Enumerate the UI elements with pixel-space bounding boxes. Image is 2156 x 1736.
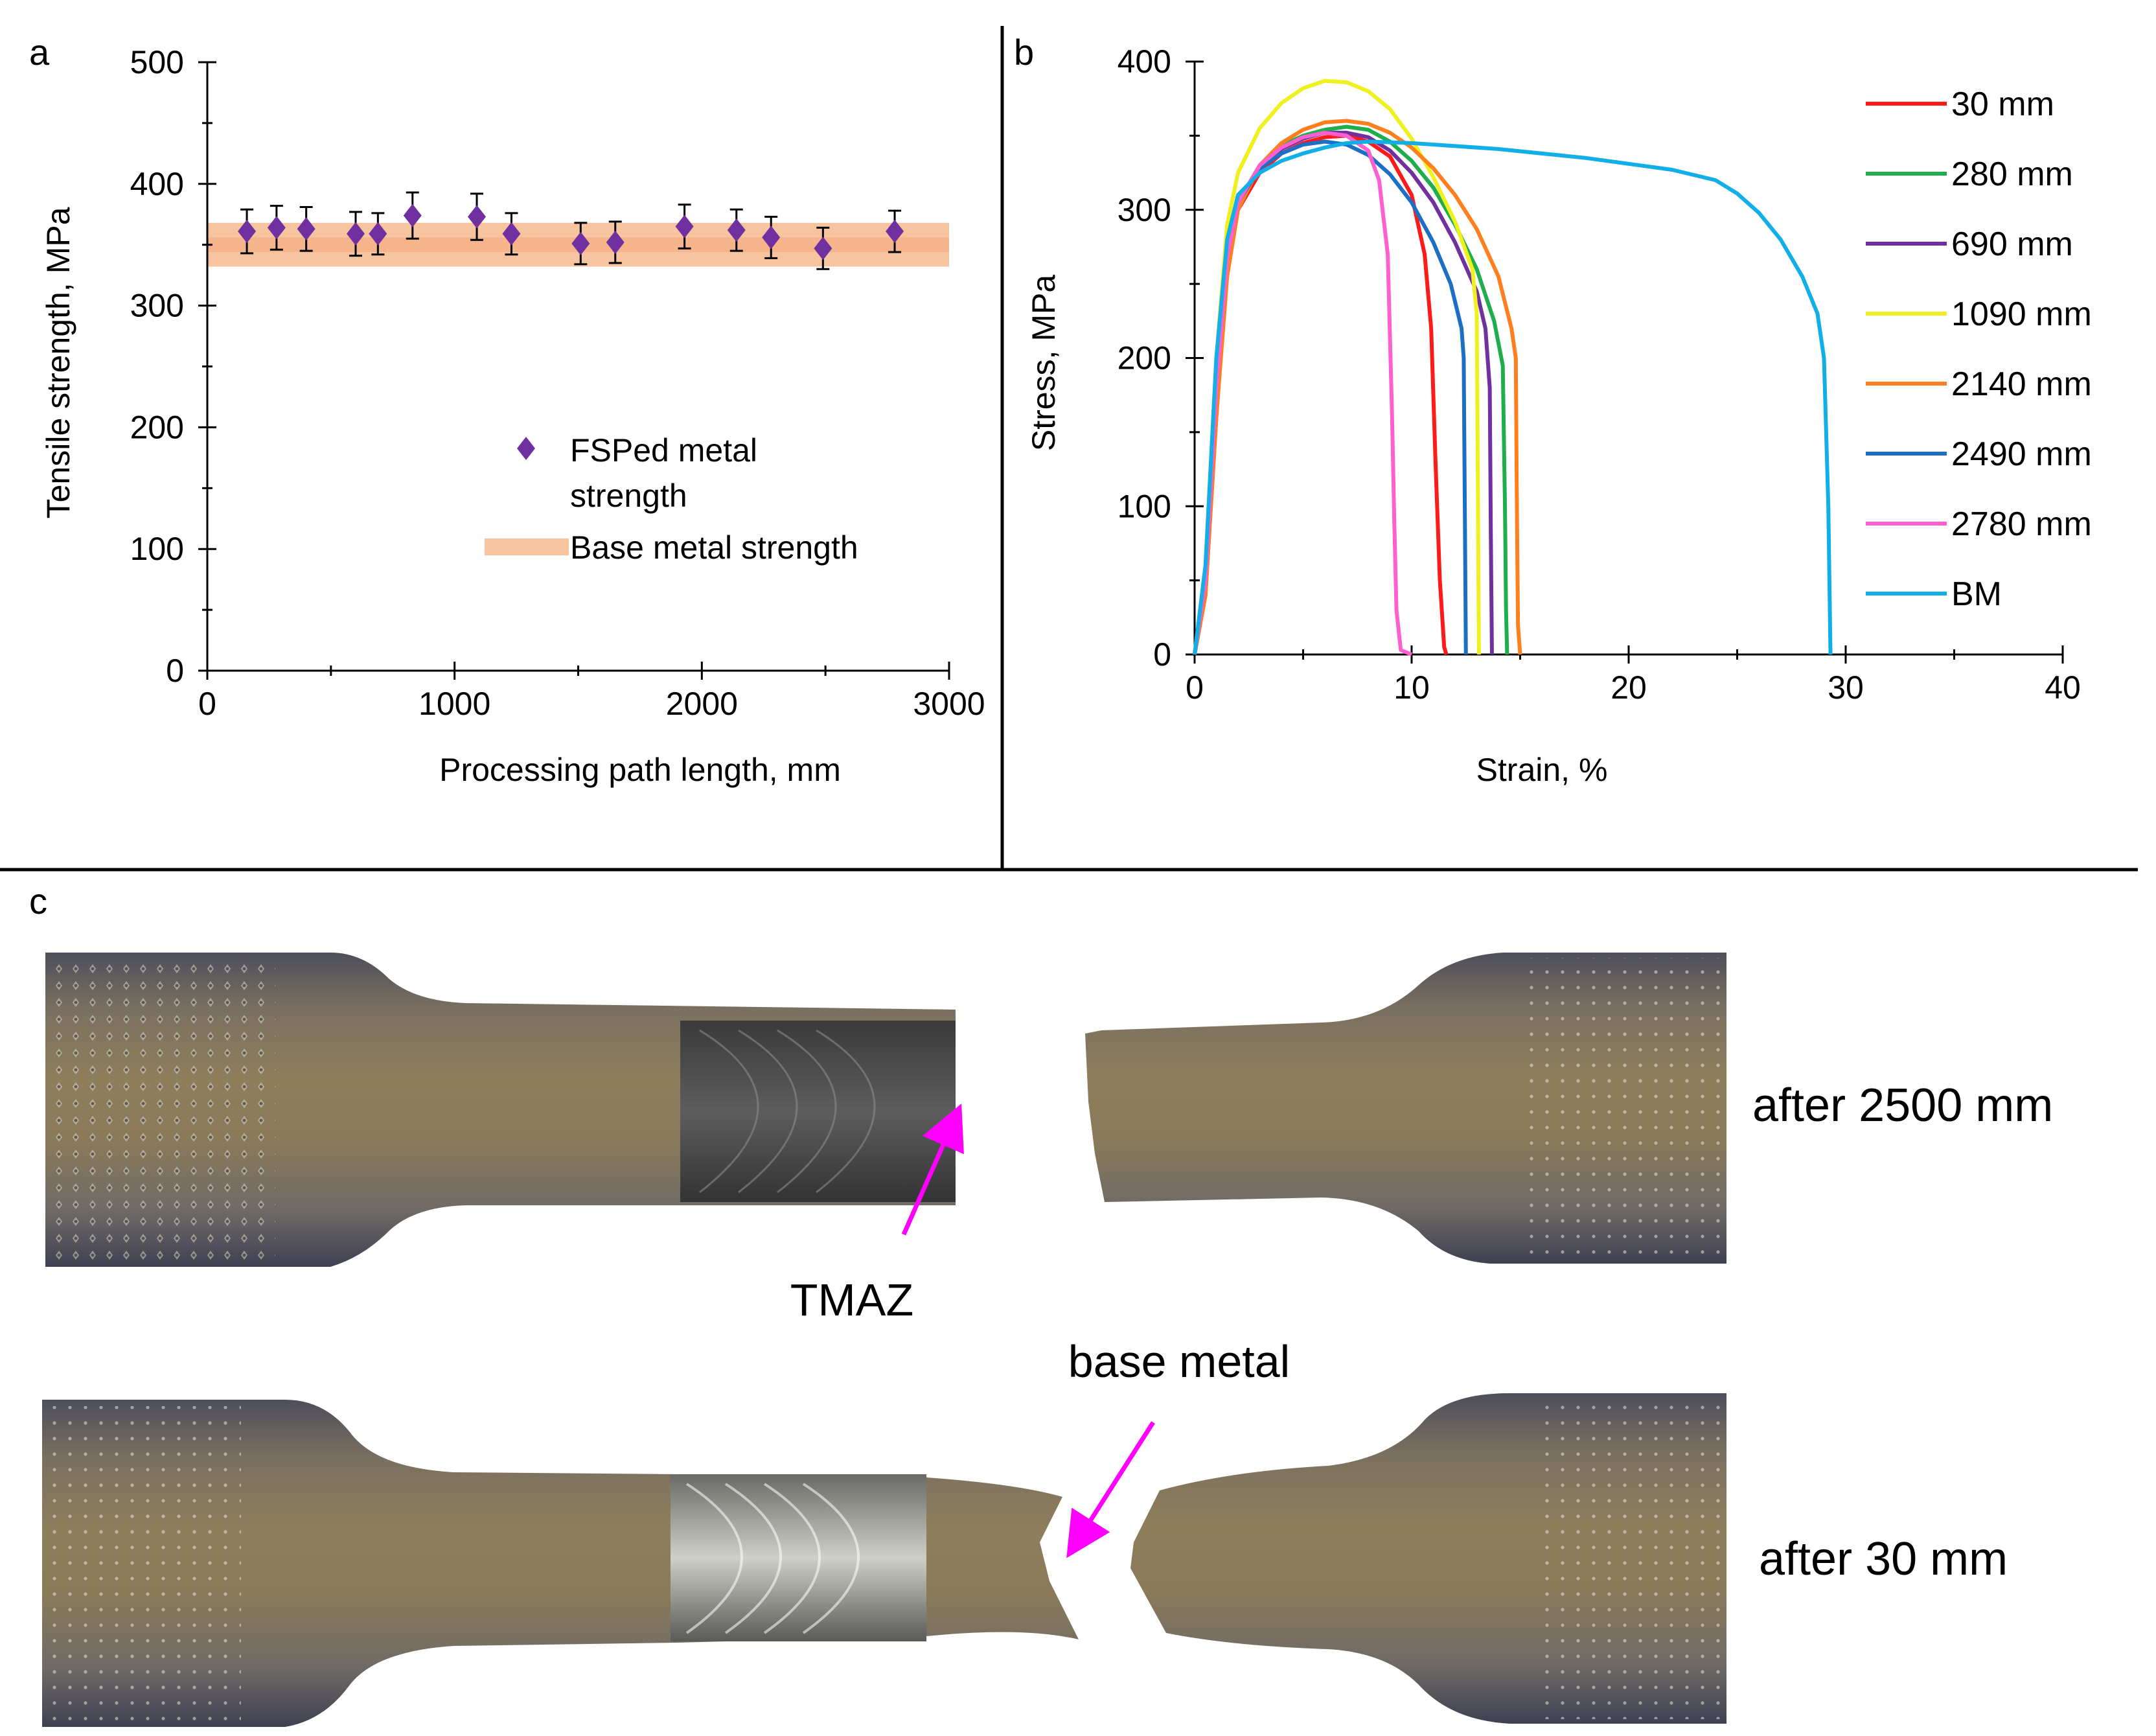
legend-label: 2140 mm xyxy=(1951,365,2092,403)
specimen-top-label: after 2500 mm xyxy=(1752,1080,2053,1131)
chart-a-x-tick-label: 2000 xyxy=(666,686,738,722)
specimen-bottom-right xyxy=(1130,1393,1726,1724)
chart-a-ylabel: Tensile strength, MPa xyxy=(40,207,76,518)
tmaz-arrow xyxy=(901,1103,964,1236)
data-point-diamond xyxy=(675,214,694,238)
data-point-diamond xyxy=(267,216,286,240)
data-point-diamond xyxy=(468,205,487,229)
chart-b-x-tick-label: 40 xyxy=(2045,669,2081,706)
chart-b-y-tick-label: 300 xyxy=(1118,192,1171,228)
chart-b-xlabel: Strain, % xyxy=(1476,752,1608,788)
chart-b-y-tick-label: 200 xyxy=(1118,340,1171,376)
legend-label: 2780 mm xyxy=(1951,505,2092,543)
data-point-diamond xyxy=(886,220,904,244)
data-point-diamond xyxy=(606,230,625,254)
chart-b-y-tick-label: 400 xyxy=(1118,43,1171,80)
panel-label-b: b xyxy=(1014,32,1034,73)
legend-label: 2490 mm xyxy=(1951,435,2092,473)
legend-band-swatch xyxy=(485,538,569,555)
chart-a-y-tick-label: 300 xyxy=(130,288,184,324)
base-metal-label: base metal xyxy=(1068,1336,1290,1387)
data-point-diamond xyxy=(238,220,257,244)
chart-a-axes xyxy=(198,61,950,680)
chart-a-points xyxy=(238,191,904,270)
panel-label-c: c xyxy=(29,881,47,921)
data-point-diamond xyxy=(814,237,832,260)
base-metal-arrow xyxy=(1066,1421,1155,1558)
chart-b-ylabel: Stress, MPa xyxy=(1026,275,1062,451)
curve-bm xyxy=(1193,139,1833,655)
data-point-diamond xyxy=(369,222,387,246)
chart-a-tensile-strength: 0 1000 2000 3000 0 100 200 300 400 500 Processing… xyxy=(40,44,985,788)
chart-a-y-tick-label: 0 xyxy=(166,653,184,689)
legend-fsped-line2: strength xyxy=(570,478,687,514)
chart-b-x-tick-label: 20 xyxy=(1611,669,1647,706)
curve-2140-mm xyxy=(1193,119,1522,655)
specimen-top-left xyxy=(45,953,956,1267)
data-point-diamond xyxy=(727,218,746,242)
chart-b-axes xyxy=(1186,60,2064,664)
chart-a-y-tick-label: 400 xyxy=(130,166,184,202)
specimen-top-right xyxy=(1085,953,1726,1264)
legend-label: 690 mm xyxy=(1951,226,2073,263)
curve-1090-mm xyxy=(1193,78,1481,655)
data-point-diamond xyxy=(502,222,521,246)
specimen-bottom-left xyxy=(42,1400,1079,1727)
data-point-diamond xyxy=(347,222,365,246)
chart-a-y-tick-label: 100 xyxy=(130,531,184,567)
chart-a-tick-labels: 0 1000 2000 3000 0 100 200 300 400 500 xyxy=(130,44,985,722)
chart-a-y-tick-label: 500 xyxy=(130,44,184,80)
chart-a-x-tick-label: 0 xyxy=(198,686,216,722)
specimen-photo: TMAZ base metal after 2500 mm after 30 m… xyxy=(42,953,2053,1727)
chart-b-x-tick-label: 10 xyxy=(1393,669,1430,706)
legend-diamond-marker xyxy=(517,437,535,460)
chart-b-legend: 30 mm 280 mm 690 mm 1090 mm 2140 mm 2490 mm 27… xyxy=(1866,86,2092,613)
data-point-diamond xyxy=(403,203,422,227)
curve-2780-mm xyxy=(1193,130,1413,656)
legend-base-metal: Base metal strength xyxy=(570,529,858,566)
chart-b-lines xyxy=(1193,78,1833,656)
data-point-diamond xyxy=(571,231,590,255)
legend-label: 1090 mm xyxy=(1951,295,2092,333)
chart-b-x-tick-label: 0 xyxy=(1186,669,1204,706)
chart-a-x-tick-label: 1000 xyxy=(419,686,490,722)
tmaz-label: TMAZ xyxy=(790,1275,914,1325)
chart-a-xlabel: Processing path length, mm xyxy=(439,752,841,788)
legend-label: 280 mm xyxy=(1951,156,2073,193)
chart-b-y-tick-label: 100 xyxy=(1118,488,1171,524)
chart-a-y-tick-label: 200 xyxy=(130,409,184,445)
chart-b-y-tick-label: 0 xyxy=(1153,636,1171,673)
chart-a-x-tick-label: 3000 xyxy=(913,686,985,722)
data-point-diamond xyxy=(762,226,781,249)
panel-label-a: a xyxy=(29,32,50,73)
legend-label: BM xyxy=(1951,575,2002,613)
legend-label: 30 mm xyxy=(1951,86,2054,123)
data-point-diamond xyxy=(297,217,315,241)
legend-fsped-line1: FSPed metal xyxy=(570,432,757,469)
specimen-bottom-label: after 30 mm xyxy=(1759,1533,2008,1585)
chart-b-x-tick-label: 30 xyxy=(1828,669,1864,706)
